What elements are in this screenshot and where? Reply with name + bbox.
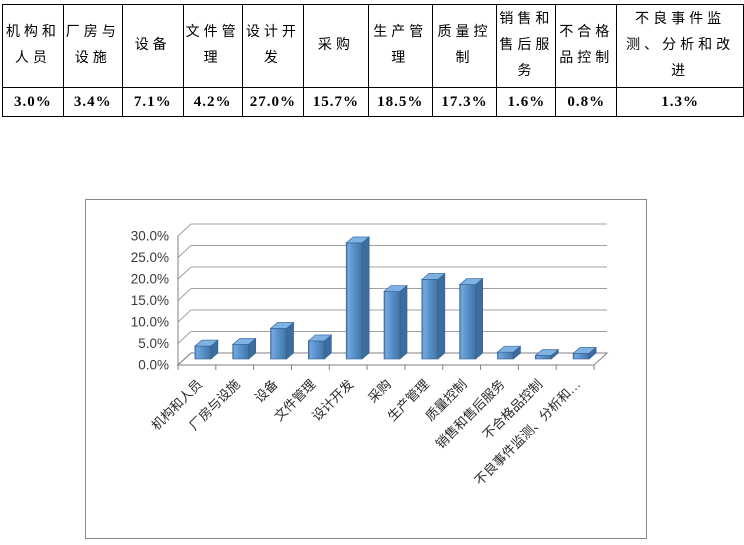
bar-top-face bbox=[307, 334, 333, 342]
bar bbox=[345, 236, 371, 360]
table-header-cell: 不良事件监测、分析和改进 bbox=[616, 4, 744, 88]
table-value-cell: 7.1% bbox=[121, 87, 184, 117]
table-header-cell: 质量控制 bbox=[431, 4, 498, 88]
bar-top-face bbox=[458, 278, 484, 285]
gridline-connector bbox=[177, 288, 192, 301]
bar-top-face bbox=[269, 322, 295, 329]
bar-top-face bbox=[572, 347, 597, 354]
bar-top-face bbox=[345, 236, 371, 244]
table-value-cell: 27.0% bbox=[241, 87, 305, 117]
bar-front-face bbox=[232, 344, 250, 360]
bar bbox=[194, 339, 219, 360]
bar-front-face bbox=[383, 291, 401, 360]
bar-side-face bbox=[475, 277, 483, 360]
bar-front-face bbox=[572, 353, 590, 360]
table-value-row: 3.0% 3.4% 7.1% 4.2% 27.0% 15.7% 18.5% 17.3% 1.6%… bbox=[2, 87, 744, 117]
x-axis-label: 采购 bbox=[365, 377, 394, 406]
bar-front-face bbox=[308, 340, 325, 360]
gridline-connector bbox=[177, 266, 192, 280]
x-axis-label: 设备 bbox=[252, 377, 281, 406]
bar-side-face bbox=[361, 236, 370, 360]
table-value-cell: 3.4% bbox=[62, 87, 123, 117]
table-header-cell: 设计开发 bbox=[241, 4, 305, 88]
gridline-connector bbox=[177, 245, 192, 258]
x-axis-label: 设计开发 bbox=[309, 377, 356, 424]
bar bbox=[458, 277, 484, 360]
bar-front-face bbox=[459, 284, 476, 360]
bar-front-face bbox=[270, 328, 287, 360]
bar bbox=[231, 337, 257, 360]
bar bbox=[534, 348, 560, 360]
bar-front-face bbox=[194, 345, 212, 360]
bar-side-face bbox=[437, 272, 446, 360]
table-header-cell: 机构和人员 bbox=[2, 4, 64, 88]
y-axis-label: 0.0% bbox=[138, 358, 169, 373]
table-value-cell: 1.6% bbox=[496, 87, 557, 117]
table-header-cell: 销售和售后服务 bbox=[496, 4, 557, 88]
y-axis-label: 15.0% bbox=[131, 293, 169, 308]
table-header-cell: 不合格品控制 bbox=[555, 4, 618, 88]
bar bbox=[269, 321, 295, 360]
table-value-cell: 0.8% bbox=[555, 87, 618, 117]
y-axis-label: 5.0% bbox=[138, 336, 169, 351]
table-header-cell: 文件管理 bbox=[182, 4, 243, 88]
table-value-cell: 15.7% bbox=[303, 87, 369, 117]
bar-chart-svg: 0.0%5.0%10.0%15.0%20.0%25.0%30.0%机构和人员厂房… bbox=[131, 223, 609, 488]
bar-front-face bbox=[497, 351, 514, 360]
table-value-cell: 17.3% bbox=[431, 87, 498, 117]
table-header-cell: 厂房与设施 bbox=[62, 4, 123, 88]
bar-top-face bbox=[496, 345, 522, 353]
chart-frame: 0.0% 5.0% 10.0% 15.0% 20.0% 25.0% 30.0% 机构和人员 厂房… bbox=[85, 199, 647, 539]
bar-top-face bbox=[421, 273, 446, 280]
table-value-cell: 4.2% bbox=[182, 87, 243, 117]
summary-table: 机构和人员 厂房与设施 设备 文件管理 设计开发 采购 生产管理 质量控制 销售和售后服务 不合格… bbox=[2, 4, 744, 117]
table-value-cell: 3.0% bbox=[2, 87, 64, 117]
table-header-cell: 采购 bbox=[303, 4, 369, 88]
bar bbox=[421, 272, 446, 360]
table-header-cell: 设备 bbox=[121, 4, 184, 88]
y-axis-label: 20.0% bbox=[131, 272, 169, 287]
bar-front-face bbox=[534, 355, 552, 360]
bar-top-face bbox=[231, 338, 257, 345]
gridline-connector bbox=[177, 309, 192, 323]
bar bbox=[572, 346, 597, 360]
bar bbox=[383, 284, 408, 360]
table-value-cell: 18.5% bbox=[367, 87, 433, 117]
bar-front-face bbox=[421, 279, 439, 360]
table-value-cell: 1.3% bbox=[616, 87, 744, 117]
gridline-connector bbox=[177, 223, 192, 237]
gridline-connector bbox=[177, 331, 192, 344]
bar-top-face bbox=[194, 339, 219, 347]
y-axis-label: 25.0% bbox=[131, 250, 169, 265]
bar-top-face bbox=[534, 349, 560, 356]
bar-top-face bbox=[383, 285, 408, 292]
y-axis-label: 10.0% bbox=[131, 315, 169, 330]
bar bbox=[307, 334, 333, 360]
table-header-row: 机构和人员 厂房与设施 设备 文件管理 设计开发 采购 生产管理 质量控制 销售和售后服务 不合格… bbox=[2, 4, 744, 88]
y-axis-label: 30.0% bbox=[131, 229, 169, 244]
bar bbox=[496, 345, 522, 360]
bar-side-face bbox=[399, 284, 408, 360]
bar-front-face bbox=[345, 242, 363, 360]
table-header-cell: 生产管理 bbox=[367, 4, 433, 88]
